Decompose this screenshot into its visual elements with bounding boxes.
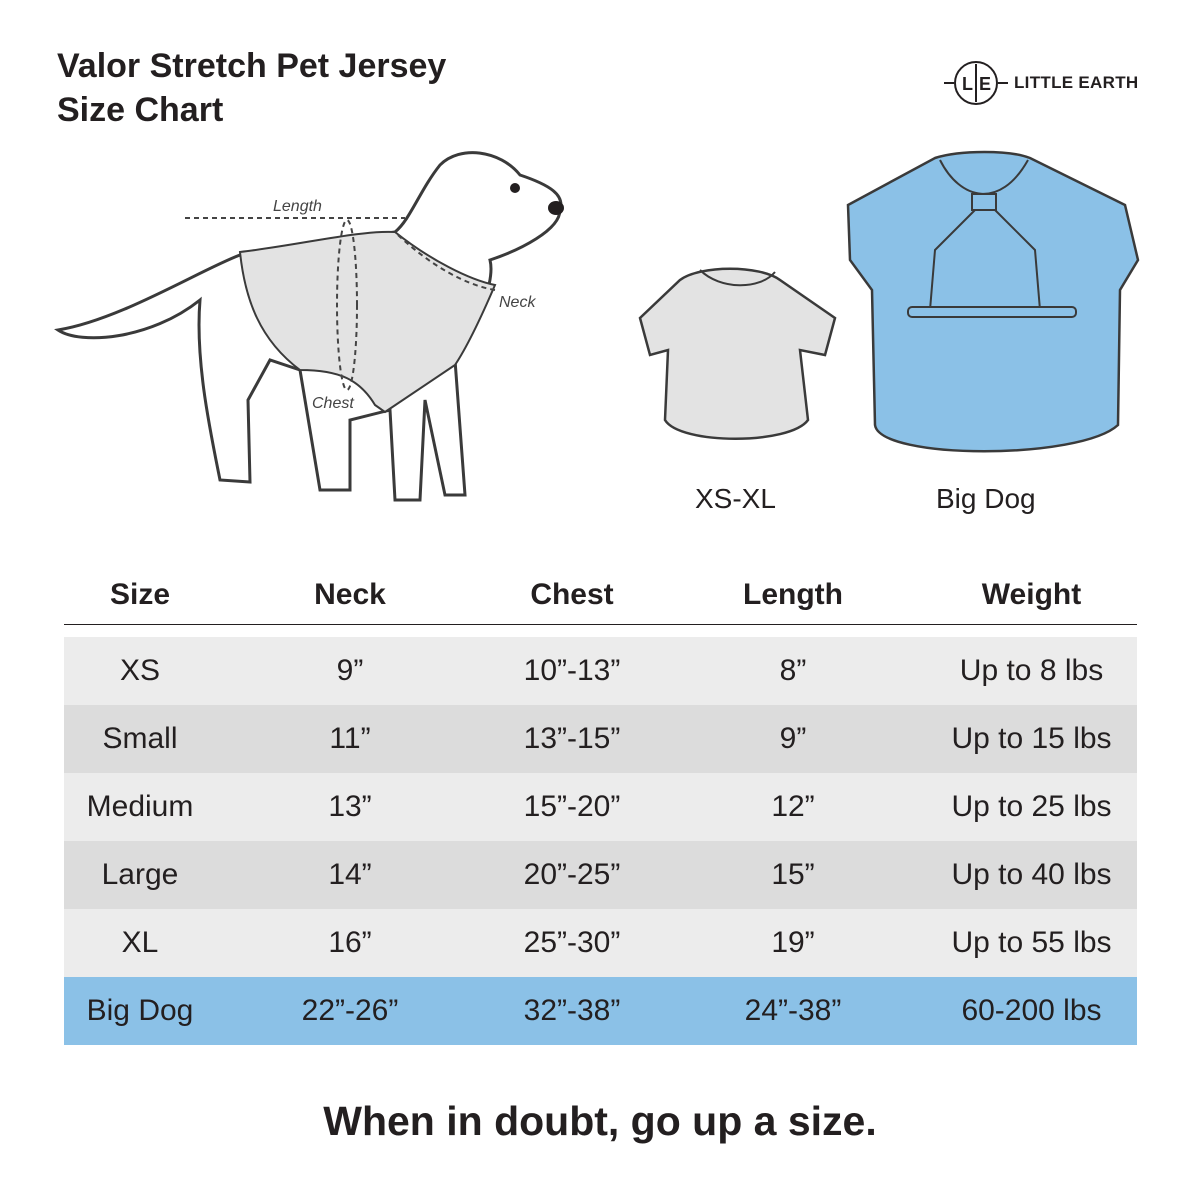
table-cell: 24”-38”: [744, 994, 842, 1027]
table-cell: Small: [102, 722, 178, 755]
table-cell: 15”-20”: [523, 790, 621, 823]
table-cell: 9”: [779, 722, 807, 755]
neck-measure-line: [397, 234, 496, 291]
table-cell: 10”-13”: [523, 654, 621, 687]
chest-label: Chest: [312, 395, 354, 412]
table-header: Size Neck Chest Length Weight: [64, 570, 1137, 625]
logo-mark-icon: L E: [944, 61, 1008, 105]
table-row: XL 16” 25”-30” 19” Up to 55 lbs: [64, 909, 1137, 977]
header-chest: Chest: [530, 578, 614, 611]
table-row: Large 14” 20”-25” 15” Up to 40 lbs: [64, 841, 1137, 909]
size-table: Size Neck Chest Length Weight XS 9” 10”-13…: [64, 570, 1137, 1045]
header-size: Size: [109, 578, 171, 611]
title-line-1: Valor Stretch Pet Jersey: [57, 47, 447, 85]
page-title: Valor Stretch Pet Jersey Size Chart: [57, 44, 446, 132]
table-cell: 13”: [328, 790, 372, 823]
length-label: Length: [273, 198, 322, 215]
table-cell: 60-200 lbs: [961, 994, 1102, 1027]
header-neck: Neck: [314, 578, 386, 611]
table-cell: 19”: [771, 926, 815, 959]
table-cell: 9”: [336, 654, 364, 687]
big-dog-jersey-illustration: [846, 150, 1140, 453]
table-cell: Up to 55 lbs: [951, 926, 1112, 959]
table-cell: 13”-15”: [523, 722, 621, 755]
footer-advice: When in doubt, go up a size.: [323, 1098, 877, 1144]
table-cell: 8”: [779, 654, 807, 687]
table-cell: 32”-38”: [523, 994, 621, 1027]
header-length: Length: [743, 578, 843, 611]
table-cell: 15”: [771, 858, 815, 891]
table-row: Medium 13” 15”-20” 12” Up to 25 lbs: [64, 773, 1137, 841]
header-weight: Weight: [981, 578, 1082, 611]
table-cell: Up to 25 lbs: [951, 790, 1112, 823]
neck-label: Neck: [499, 294, 536, 311]
table-cell: 11”: [329, 722, 371, 755]
svg-text:L: L: [962, 74, 973, 94]
table-row: Small 11” 13”-15” 9” Up to 15 lbs: [64, 705, 1137, 773]
table-cell: Big Dog: [86, 994, 194, 1027]
table-cell: Large: [101, 858, 179, 891]
illustrations: Length Neck Chest: [54, 150, 1140, 502]
table-cell: 22”-26”: [301, 994, 399, 1027]
table-cell: Up to 8 lbs: [959, 654, 1104, 687]
title-line-2: Size Chart: [57, 91, 224, 129]
small-jersey-caption: XS-XL: [695, 483, 776, 514]
table-cell: XL: [121, 926, 159, 959]
chest-measure-line: [336, 219, 358, 391]
table-cell: XS: [119, 654, 161, 687]
table-row: XS 9” 10”-13” 8” Up to 8 lbs: [64, 637, 1137, 705]
big-jersey-caption: Big Dog: [936, 483, 1036, 514]
table-cell: 20”-25”: [523, 858, 621, 891]
table-cell: 14”: [328, 858, 372, 891]
svg-text:E: E: [979, 74, 991, 94]
table-cell: Up to 15 lbs: [951, 722, 1112, 755]
logo-brand-text: LITTLE EARTH: [1014, 73, 1139, 92]
small-jersey-illustration: [638, 267, 837, 440]
table-cell: 12”: [771, 790, 815, 823]
table-cell: 25”-30”: [523, 926, 621, 959]
table-cell: 16”: [328, 926, 372, 959]
table-cell: Up to 40 lbs: [951, 858, 1112, 891]
table-cell: Medium: [86, 790, 194, 823]
dog-jersey: [238, 230, 497, 414]
little-earth-logo: L E LITTLE EARTH: [944, 60, 1138, 106]
table-row: Big Dog 22”-26” 32”-38” 24”-38” 60-200 lbs: [64, 977, 1137, 1045]
